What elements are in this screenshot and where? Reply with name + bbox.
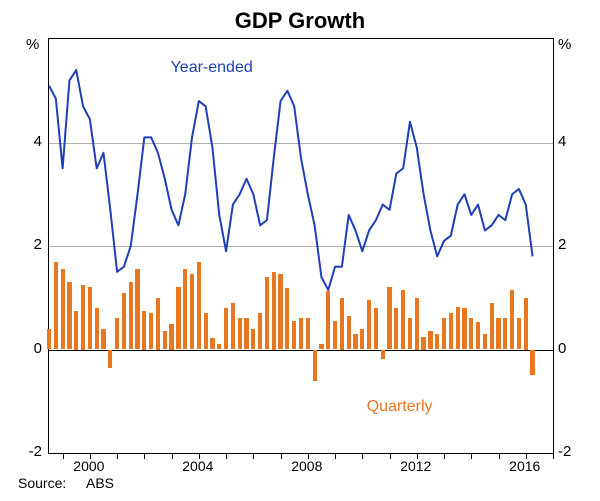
gdp-growth-chart: GDP Growth Source: ABS %% -2 -2 0 0 2 2 4 4 2000 2… [0,0,600,501]
y-tick-label-right: 2 [558,236,588,253]
x-tick [499,453,500,459]
x-tick [144,453,145,459]
x-tick-label: 2000 [73,458,104,474]
y-tick-label-left: 2 [12,236,42,253]
y-tick-label-left: 4 [12,133,42,150]
x-tick [117,453,118,459]
x-tick [226,453,227,459]
y-unit-right: % [558,36,571,53]
x-tick [63,453,64,459]
x-tick [553,453,554,459]
x-tick-label: 2012 [400,458,431,474]
x-tick [390,453,391,459]
x-tick [335,453,336,459]
x-tick [362,453,363,459]
y-tick-label-right: 4 [558,133,588,150]
y-tick-label-left: -2 [12,443,42,460]
x-tick [172,453,173,459]
x-tick [444,453,445,459]
x-tick-label: 2008 [291,458,322,474]
y-unit-left: % [26,36,39,53]
x-tick [253,453,254,459]
source-label: Source: [18,475,66,491]
chart-title: GDP Growth [0,0,600,34]
source-value: ABS [86,475,114,491]
y-tick-label-left: 0 [12,340,42,357]
x-tick [281,453,282,459]
x-tick-label: 2016 [509,458,540,474]
x-tick-label: 2004 [182,458,213,474]
bar-series-label: Quarterly [367,398,433,416]
x-tick [471,453,472,459]
year-ended-line [49,39,553,453]
y-tick-label-right: 0 [558,340,588,357]
y-tick-label-right: -2 [558,443,588,460]
plot-area [48,38,554,454]
line-series-label: Year-ended [171,59,253,77]
